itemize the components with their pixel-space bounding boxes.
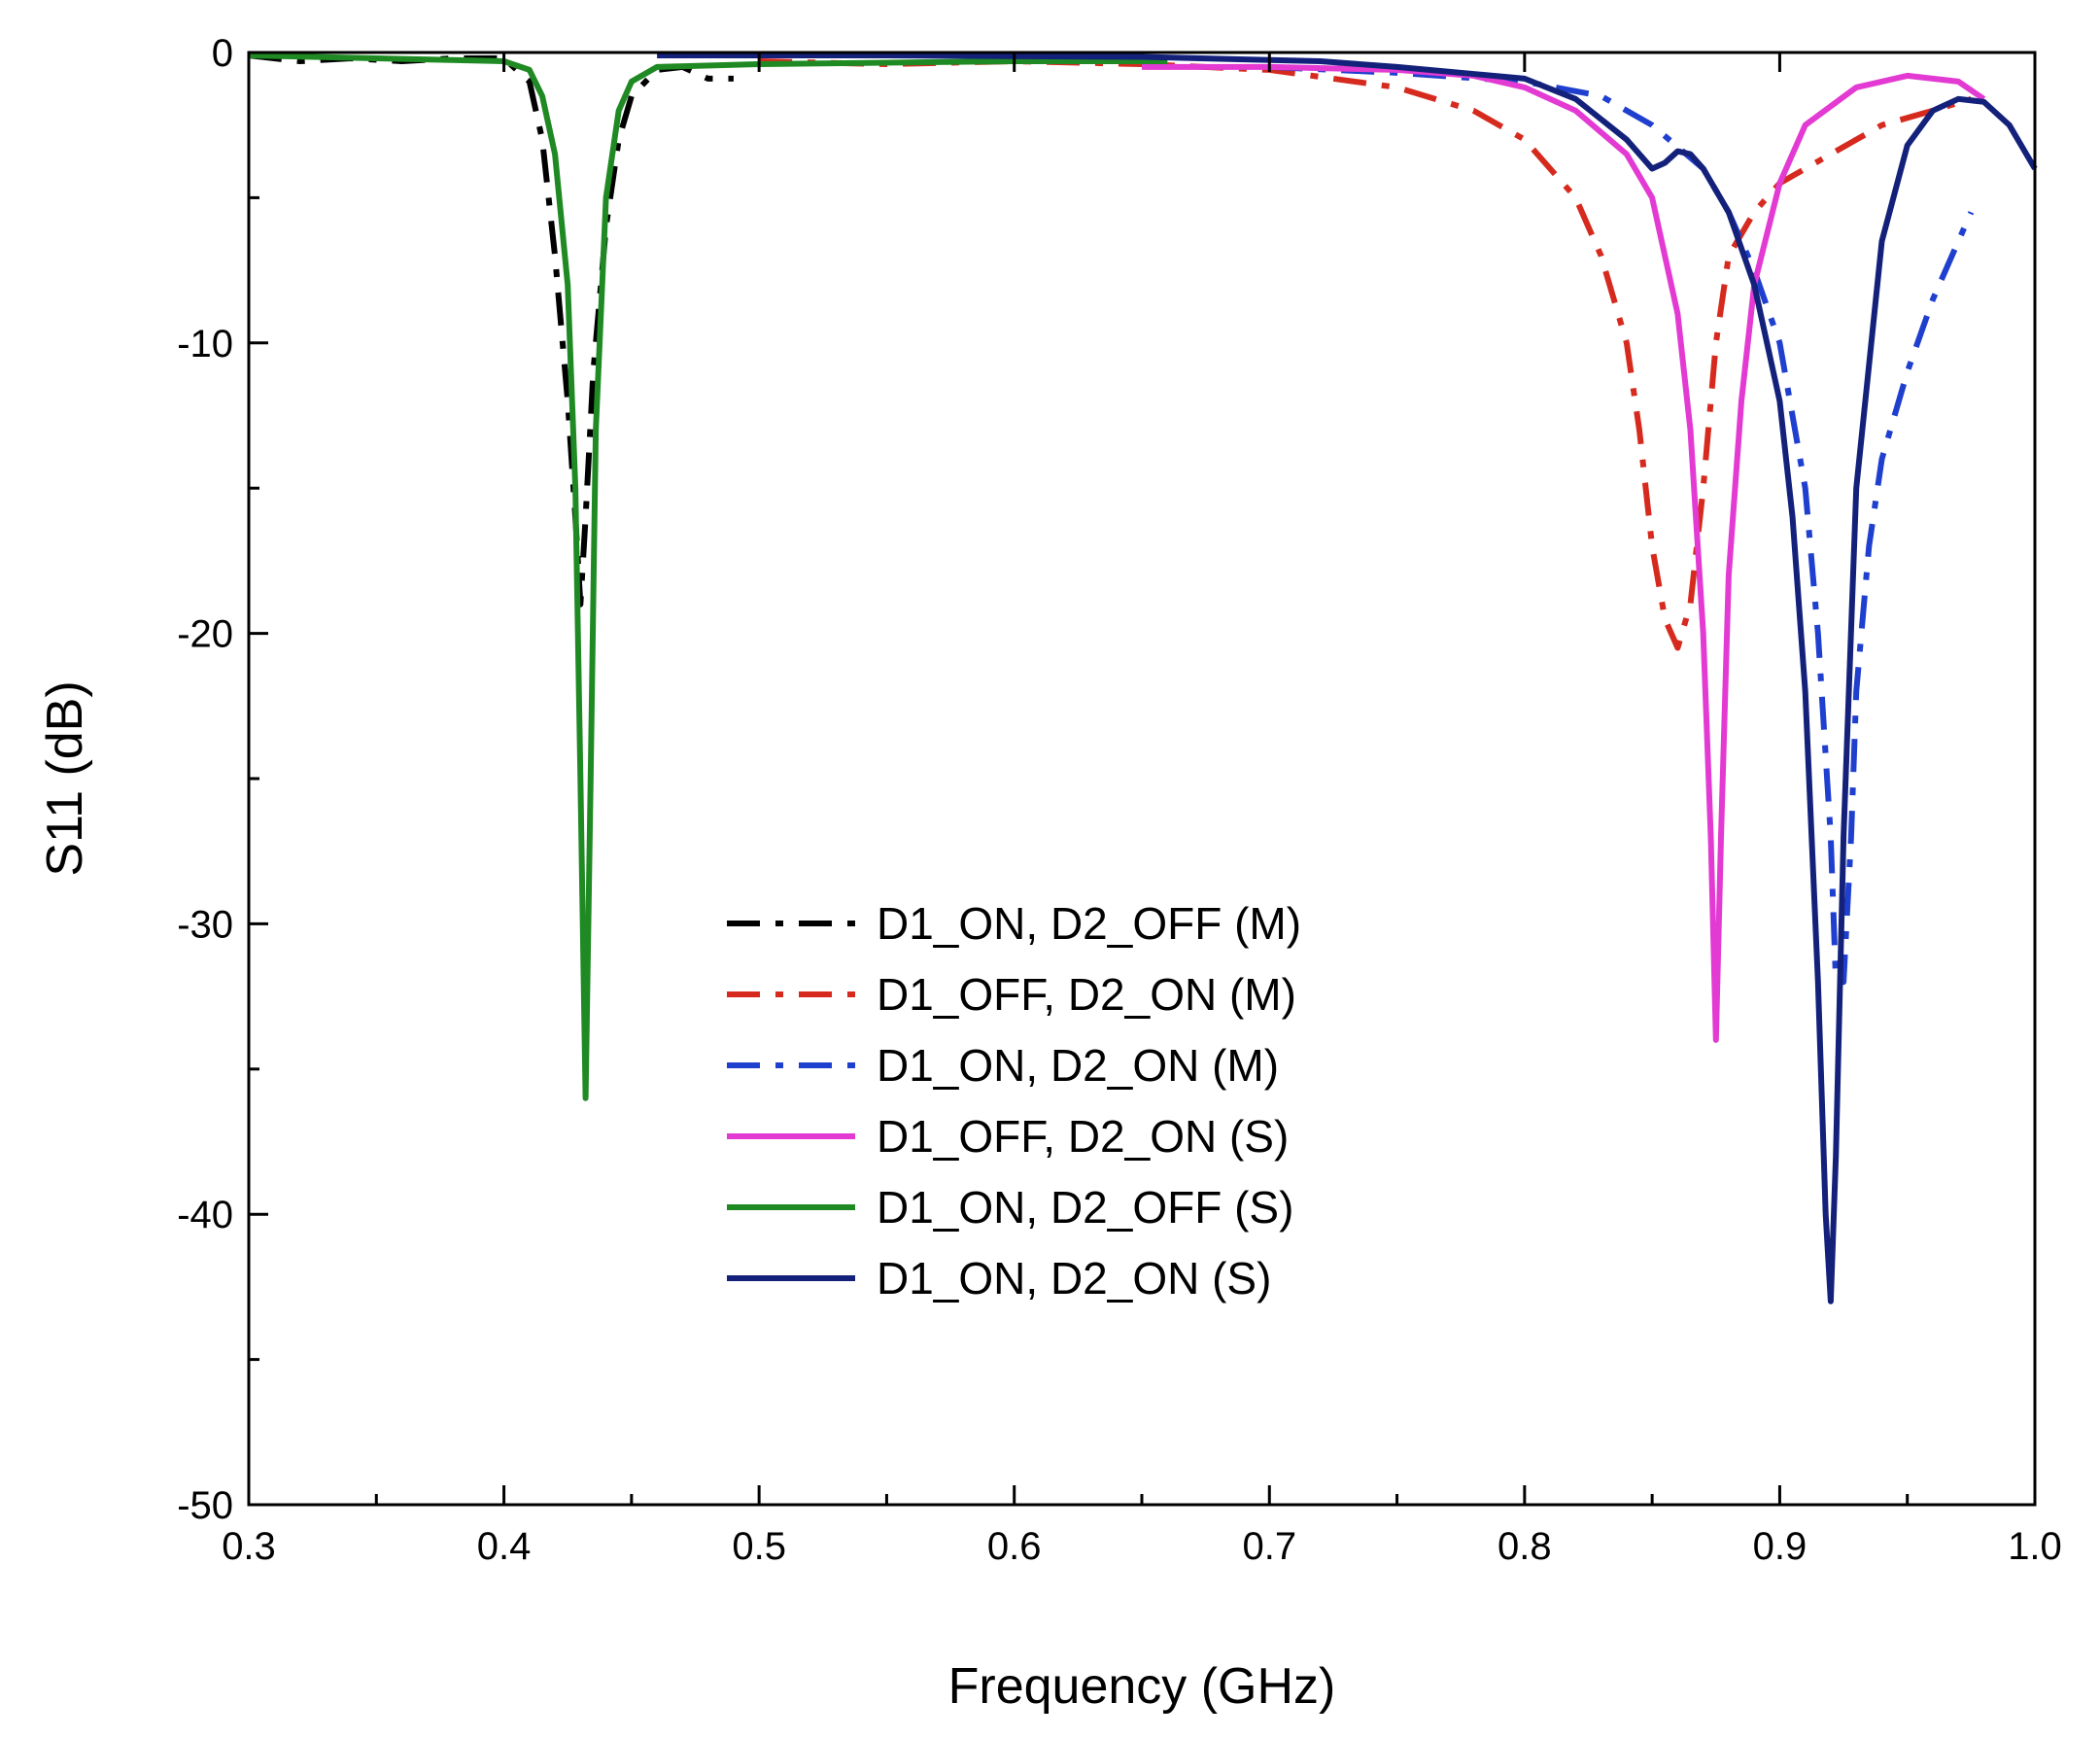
tick-label-layer: 0.3 0.4 0.5 0.6 0.7 0.8 0.9 1.0 0 -10 -20 -30 -40 -50	[177, 32, 2062, 1568]
x-tick-label: 0.8	[1498, 1525, 1552, 1568]
legend-label-2: D1_OFF, D2_ON (M)	[877, 969, 1296, 1020]
series-line-6	[657, 52, 2038, 1304]
legend-label-6: D1_ON, D2_ON (S)	[877, 1253, 1271, 1304]
y-tick-label: 0	[212, 32, 233, 75]
x-tick-label: 0.3	[222, 1525, 276, 1568]
x-axis-label: Frequency (GHz)	[948, 1658, 1336, 1715]
y-tick-label: -40	[177, 1194, 233, 1236]
y-tick-label: -50	[177, 1484, 233, 1527]
tick-layer	[247, 51, 2037, 1507]
y-tick-label: -20	[177, 613, 233, 656]
series-line-5	[248, 52, 1168, 1101]
x-tick-label: 0.4	[477, 1525, 532, 1568]
x-tick-label: 1.0	[2008, 1525, 2062, 1568]
legend: D1_ON, D2_OFF (M) D1_OFF, D2_ON (M) D1_ON,…	[727, 898, 1301, 1304]
legend-label-5: D1_ON, D2_OFF (S)	[877, 1182, 1293, 1233]
legend-label-3: D1_ON, D2_ON (M)	[877, 1040, 1279, 1091]
series-line-4	[1142, 63, 1986, 1043]
x-tick-label: 0.5	[732, 1525, 786, 1568]
legend-label-4: D1_OFF, D2_ON (S)	[877, 1111, 1289, 1162]
x-tick-label: 0.7	[1242, 1525, 1296, 1568]
legend-label-1: D1_ON, D2_OFF (M)	[877, 898, 1301, 949]
series-line-3	[1269, 63, 1975, 986]
y-axis-label: S11 (dB)	[37, 680, 93, 876]
x-tick-label: 0.6	[987, 1525, 1042, 1568]
y-tick-label: -30	[177, 903, 233, 946]
x-tick-label: 0.9	[1753, 1525, 1807, 1568]
y-tick-label: -10	[177, 323, 233, 365]
